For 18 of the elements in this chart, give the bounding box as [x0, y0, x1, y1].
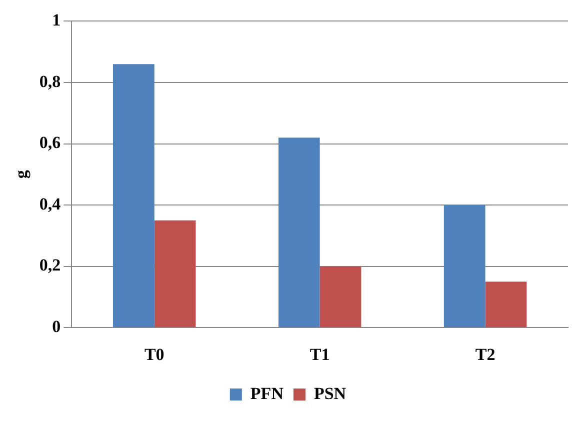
bar [278, 138, 320, 328]
y-tick-label: 0,4 [39, 194, 62, 214]
y-axis-title: g [12, 170, 31, 179]
x-tick-label: T0 [144, 345, 164, 364]
y-tick-label: 0,2 [39, 256, 61, 275]
bar [444, 205, 486, 328]
x-tick-label: T2 [475, 345, 496, 364]
bar [154, 220, 196, 328]
bar [320, 266, 362, 328]
y-tick-label: 1 [52, 10, 61, 30]
y-tick-label: 0,8 [39, 72, 61, 91]
bar [113, 64, 154, 328]
legend-label: PSN [314, 384, 347, 403]
legend-label: PFN [250, 384, 284, 403]
bar [485, 282, 527, 328]
y-tick-label: 0 [52, 316, 61, 336]
y-tick-label: 0,6 [39, 133, 61, 152]
x-tick-label: T1 [310, 345, 330, 364]
